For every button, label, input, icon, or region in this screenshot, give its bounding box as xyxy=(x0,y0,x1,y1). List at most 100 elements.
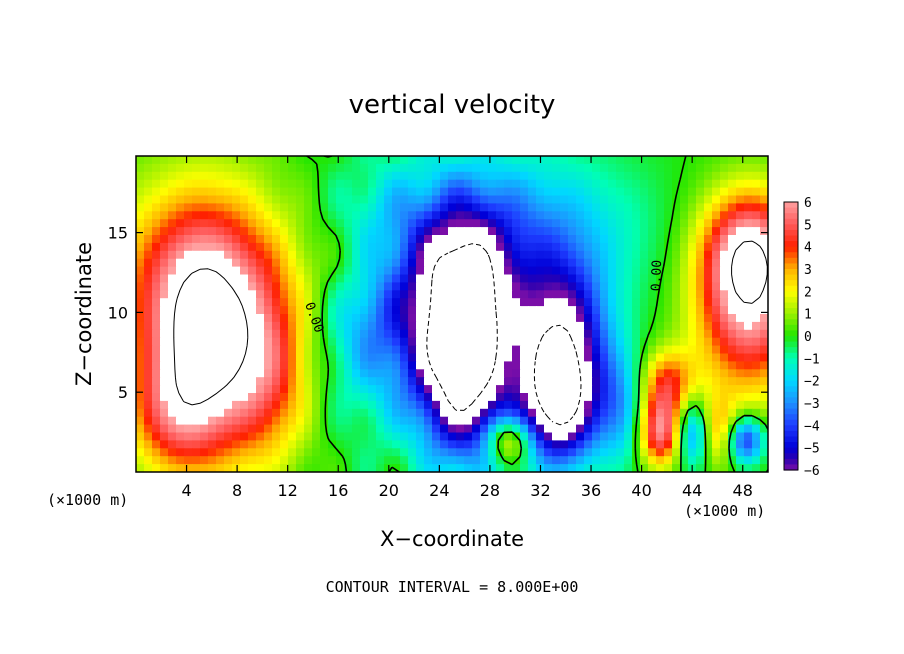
heatmap-cell xyxy=(176,400,185,410)
colorbar-segment xyxy=(784,263,798,270)
heatmap-cell xyxy=(320,361,329,370)
heatmap-cell xyxy=(352,298,361,307)
heatmap-cell xyxy=(192,361,201,370)
heatmap-cell xyxy=(664,298,673,307)
heatmap-cell xyxy=(688,408,697,418)
heatmap-cell xyxy=(472,235,481,244)
heatmap-cell xyxy=(544,424,553,434)
heatmap-cell xyxy=(648,211,657,220)
heatmap-cell xyxy=(648,163,657,173)
heatmap-cell xyxy=(720,361,729,370)
heatmap-cell xyxy=(472,290,481,299)
heatmap-cell xyxy=(440,227,449,236)
heatmap-cell xyxy=(520,298,529,307)
heatmap-cell xyxy=(688,298,697,307)
heatmap-cell xyxy=(160,385,169,394)
heatmap-cell xyxy=(144,314,153,323)
heatmap-cell xyxy=(696,400,705,410)
heatmap-cell xyxy=(632,385,641,394)
heatmap-cell xyxy=(248,369,257,378)
heatmap-cell xyxy=(152,195,161,204)
heatmap-cell xyxy=(624,156,633,165)
heatmap-cell xyxy=(736,432,745,441)
heatmap-cell xyxy=(176,203,185,212)
heatmap-cell xyxy=(440,163,449,173)
heatmap-cell xyxy=(464,179,473,189)
heatmap-cell xyxy=(216,306,225,315)
heatmap-cell xyxy=(424,353,433,362)
heatmap-cell xyxy=(464,235,473,244)
heatmap-cell xyxy=(160,219,169,228)
heatmap-cell xyxy=(720,456,729,465)
heatmap-cell xyxy=(368,400,377,410)
heatmap-cell xyxy=(344,163,353,173)
heatmap-cell xyxy=(368,329,377,339)
heatmap-cell xyxy=(168,235,177,244)
heatmap-cell xyxy=(152,235,161,244)
heatmap-cell xyxy=(552,440,561,449)
heatmap-cell xyxy=(320,203,329,212)
heatmap-cell xyxy=(448,211,457,220)
heatmap-cell xyxy=(168,282,177,291)
heatmap-cell xyxy=(752,274,761,283)
heatmap-cell xyxy=(408,385,417,394)
heatmap-cell xyxy=(392,369,401,378)
heatmap-cell xyxy=(624,321,633,331)
heatmap-cell xyxy=(576,298,585,307)
heatmap-cell xyxy=(208,227,217,236)
heatmap-cell xyxy=(728,187,737,197)
heatmap-cell xyxy=(672,369,681,378)
heatmap-cell xyxy=(280,456,289,465)
heatmap-cell xyxy=(256,440,265,449)
heatmap-cell xyxy=(216,353,225,362)
heatmap-cell xyxy=(464,321,473,331)
heatmap-cell xyxy=(328,337,337,347)
heatmap-cell xyxy=(480,235,489,244)
heatmap-cell xyxy=(672,456,681,465)
heatmap-cell xyxy=(608,385,617,394)
heatmap-cell xyxy=(688,258,697,268)
heatmap-cell xyxy=(640,345,649,355)
heatmap-cell xyxy=(456,408,465,418)
heatmap-cell xyxy=(216,408,225,418)
heatmap-cell xyxy=(704,179,713,189)
heatmap-cell xyxy=(224,464,233,472)
heatmap-cell xyxy=(176,432,185,441)
heatmap-cell xyxy=(384,187,393,197)
heatmap-cell xyxy=(168,353,177,362)
heatmap-cell xyxy=(192,314,201,323)
heatmap-cell xyxy=(704,171,713,181)
heatmap-cell xyxy=(712,290,721,299)
heatmap-cell xyxy=(144,361,153,370)
heatmap-cell xyxy=(544,464,553,472)
heatmap-cell xyxy=(328,416,337,426)
heatmap-cell xyxy=(304,179,313,189)
heatmap-cell xyxy=(512,353,521,362)
heatmap-cell xyxy=(208,171,217,181)
heatmap-cell xyxy=(664,400,673,410)
heatmap-cell xyxy=(184,211,193,220)
heatmap-cell xyxy=(584,353,593,362)
heatmap-cell xyxy=(336,369,345,378)
heatmap-cell xyxy=(336,353,345,362)
heatmap-cell xyxy=(736,361,745,370)
heatmap-cell xyxy=(144,282,153,291)
heatmap-cell xyxy=(416,385,425,394)
heatmap-cell xyxy=(464,353,473,362)
heatmap-cell xyxy=(560,321,569,331)
heatmap-cell xyxy=(664,432,673,441)
heatmap-cell xyxy=(264,448,273,457)
heatmap-cell xyxy=(360,385,369,394)
heatmap-cell xyxy=(568,258,577,268)
heatmap-cell xyxy=(528,179,537,189)
heatmap-cell xyxy=(720,440,729,449)
heatmap-cell xyxy=(720,282,729,291)
heatmap-cell xyxy=(432,448,441,457)
heatmap-cell xyxy=(528,235,537,244)
heatmap-cell xyxy=(408,306,417,315)
heatmap-cell xyxy=(592,400,601,410)
heatmap-cell xyxy=(440,369,449,378)
heatmap-cell xyxy=(184,329,193,339)
heatmap-cell xyxy=(496,369,505,378)
heatmap-cell xyxy=(248,258,257,268)
